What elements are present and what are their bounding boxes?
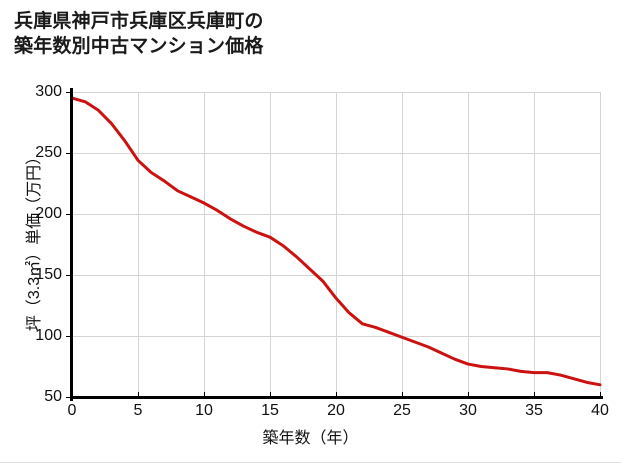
- x-tick-mark-10: [204, 392, 205, 397]
- y-tick-mark-300: [66, 92, 71, 93]
- y-tick-mark-250: [66, 153, 71, 154]
- y-tick-label-50: 50: [44, 388, 62, 405]
- y-tick-label-300: 300: [35, 83, 62, 100]
- x-tick-label-25: 25: [393, 402, 411, 419]
- gridline-x-30: [468, 92, 469, 397]
- x-tick-label-40: 40: [591, 402, 609, 419]
- x-axis-line: [70, 396, 603, 399]
- y-tick-mark-50: [66, 397, 71, 398]
- gridline-x-15: [270, 92, 271, 397]
- title-line-2: 築年数別中古マンション価格: [14, 36, 264, 58]
- price-series-line: [70, 96, 602, 387]
- x-tick-mark-30: [468, 392, 469, 397]
- title-line-1: 兵庫県神戸市兵庫区兵庫町の: [14, 11, 264, 32]
- x-tick-mark-35: [534, 392, 535, 397]
- x-tick-label-15: 15: [261, 402, 279, 419]
- gridline-x-25: [402, 92, 403, 397]
- y-tick-mark-200: [66, 214, 71, 215]
- gridline-x-35: [534, 92, 535, 397]
- x-tick-mark-0: [72, 392, 73, 397]
- plot-area: [70, 92, 602, 398]
- y-tick-mark-150: [66, 275, 71, 276]
- x-axis-label: 築年数（年）: [262, 430, 359, 447]
- x-tick-mark-5: [138, 392, 139, 397]
- gridline-x-20: [336, 92, 337, 397]
- x-tick-mark-40: [600, 392, 601, 397]
- y-tick-label-200: 200: [35, 205, 62, 222]
- y-axis-line: [70, 88, 73, 401]
- y-tick-label-100: 100: [35, 327, 62, 344]
- gridline-x-10: [204, 92, 205, 397]
- y-tick-mark-100: [66, 336, 71, 337]
- x-tick-label-35: 35: [525, 402, 543, 419]
- page-title: 兵庫県神戸市兵庫区兵庫町の 築年数別中古マンション価格: [14, 9, 574, 59]
- x-tick-label-30: 30: [459, 402, 477, 419]
- series-line-chart: [70, 96, 602, 387]
- figure-bottom-rule: [0, 462, 621, 463]
- gridline-x-40: [600, 92, 601, 397]
- y-axis-label: 坪（3.3㎡）単価（万円）: [26, 148, 43, 332]
- x-tick-label-10: 10: [195, 402, 213, 419]
- y-tick-label-150: 150: [35, 266, 62, 283]
- x-tick-mark-15: [270, 392, 271, 397]
- x-tick-label-0: 0: [67, 402, 77, 419]
- x-tick-label-5: 5: [133, 402, 143, 419]
- x-tick-label-20: 20: [327, 402, 345, 419]
- x-tick-mark-20: [336, 392, 337, 397]
- y-tick-label-250: 250: [35, 144, 62, 161]
- gridline-x-5: [138, 92, 139, 397]
- x-tick-mark-25: [402, 392, 403, 397]
